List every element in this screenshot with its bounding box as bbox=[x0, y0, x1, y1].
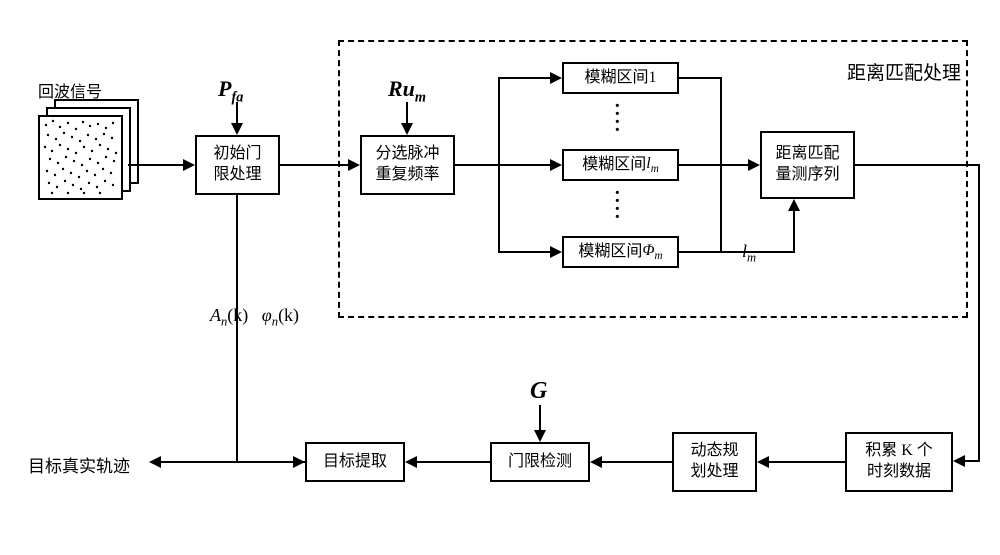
arrow-line bbox=[855, 164, 980, 166]
arrow-line bbox=[769, 461, 845, 463]
fuzzy-lm-prefix: 模糊区间 bbox=[582, 155, 646, 176]
arrow-head bbox=[953, 455, 965, 467]
arrow-line bbox=[720, 164, 748, 166]
arrow-line bbox=[236, 102, 238, 124]
target-extract-block: 目标提取 bbox=[305, 442, 405, 482]
arrow-line bbox=[498, 251, 550, 253]
arrow-line bbox=[720, 251, 795, 253]
arrow-line bbox=[498, 77, 550, 79]
arrow-line bbox=[406, 102, 408, 124]
arrow-head bbox=[550, 159, 562, 171]
arrow-head bbox=[231, 123, 243, 135]
arrow-line bbox=[498, 164, 550, 166]
arrow-line bbox=[455, 164, 500, 166]
arrow-head bbox=[534, 430, 546, 442]
arrow-line bbox=[965, 460, 980, 462]
arrow-head bbox=[590, 456, 602, 468]
accumulate-block: 积累 K 个 时刻数据 bbox=[845, 432, 953, 492]
dp-block: 动态规 划处理 bbox=[672, 432, 757, 492]
arrow-line bbox=[539, 405, 541, 431]
vdots-2: ···· bbox=[614, 189, 621, 221]
fuzzy-phi-prefix: 模糊区间 bbox=[578, 242, 642, 263]
arrow-head bbox=[757, 456, 769, 468]
arrow-line bbox=[679, 77, 722, 79]
arrow-head bbox=[550, 246, 562, 258]
arrow-line bbox=[417, 461, 490, 463]
arrow-line bbox=[128, 164, 183, 166]
arrow-head bbox=[550, 72, 562, 84]
arrow-line bbox=[236, 195, 238, 462]
arrow-line bbox=[161, 461, 305, 463]
arrow-line bbox=[679, 251, 722, 253]
section-title: 距离匹配处理 bbox=[847, 58, 961, 85]
arrow-head bbox=[405, 456, 417, 468]
range-match-seq-block: 距离匹配 量测序列 bbox=[760, 131, 855, 199]
arrow-head bbox=[149, 456, 161, 468]
threshold-detect-block: 门限检测 bbox=[490, 442, 590, 482]
arrow-head bbox=[401, 123, 413, 135]
arrow-line bbox=[679, 164, 722, 166]
arrow-line bbox=[793, 211, 795, 253]
lm-label: lm bbox=[742, 241, 756, 266]
fuzzy-phi-var: Φm bbox=[642, 241, 662, 264]
arrow-line bbox=[978, 164, 980, 462]
arrow-head bbox=[183, 159, 195, 171]
fuzzy-lm-var: lm bbox=[646, 154, 659, 177]
arrow-line bbox=[280, 164, 348, 166]
prf-sort-block: 分选脉冲 重复频率 bbox=[360, 135, 455, 195]
arrow-head bbox=[348, 159, 360, 171]
fuzzy-interval-1-block: 模糊区间1 bbox=[562, 62, 679, 94]
g-label: G bbox=[530, 378, 547, 405]
arrow-head bbox=[788, 199, 800, 211]
fuzzy-interval-phi-block: 模糊区间 Φm bbox=[562, 236, 679, 268]
pfa-label: Pfa bbox=[218, 76, 243, 106]
threshold-init-block: 初始门 限处理 bbox=[195, 135, 280, 195]
fuzzy-interval-lm-block: 模糊区间 lm bbox=[562, 149, 679, 181]
vdots-1: ···· bbox=[614, 102, 621, 134]
arrow-line bbox=[602, 461, 672, 463]
arrow-head bbox=[748, 159, 760, 171]
output-label: 目标真实轨迹 bbox=[28, 452, 130, 477]
an-phi-label: An(k) φn(k) bbox=[210, 305, 299, 330]
echo-signal-label: 回波信号 bbox=[38, 78, 102, 102]
